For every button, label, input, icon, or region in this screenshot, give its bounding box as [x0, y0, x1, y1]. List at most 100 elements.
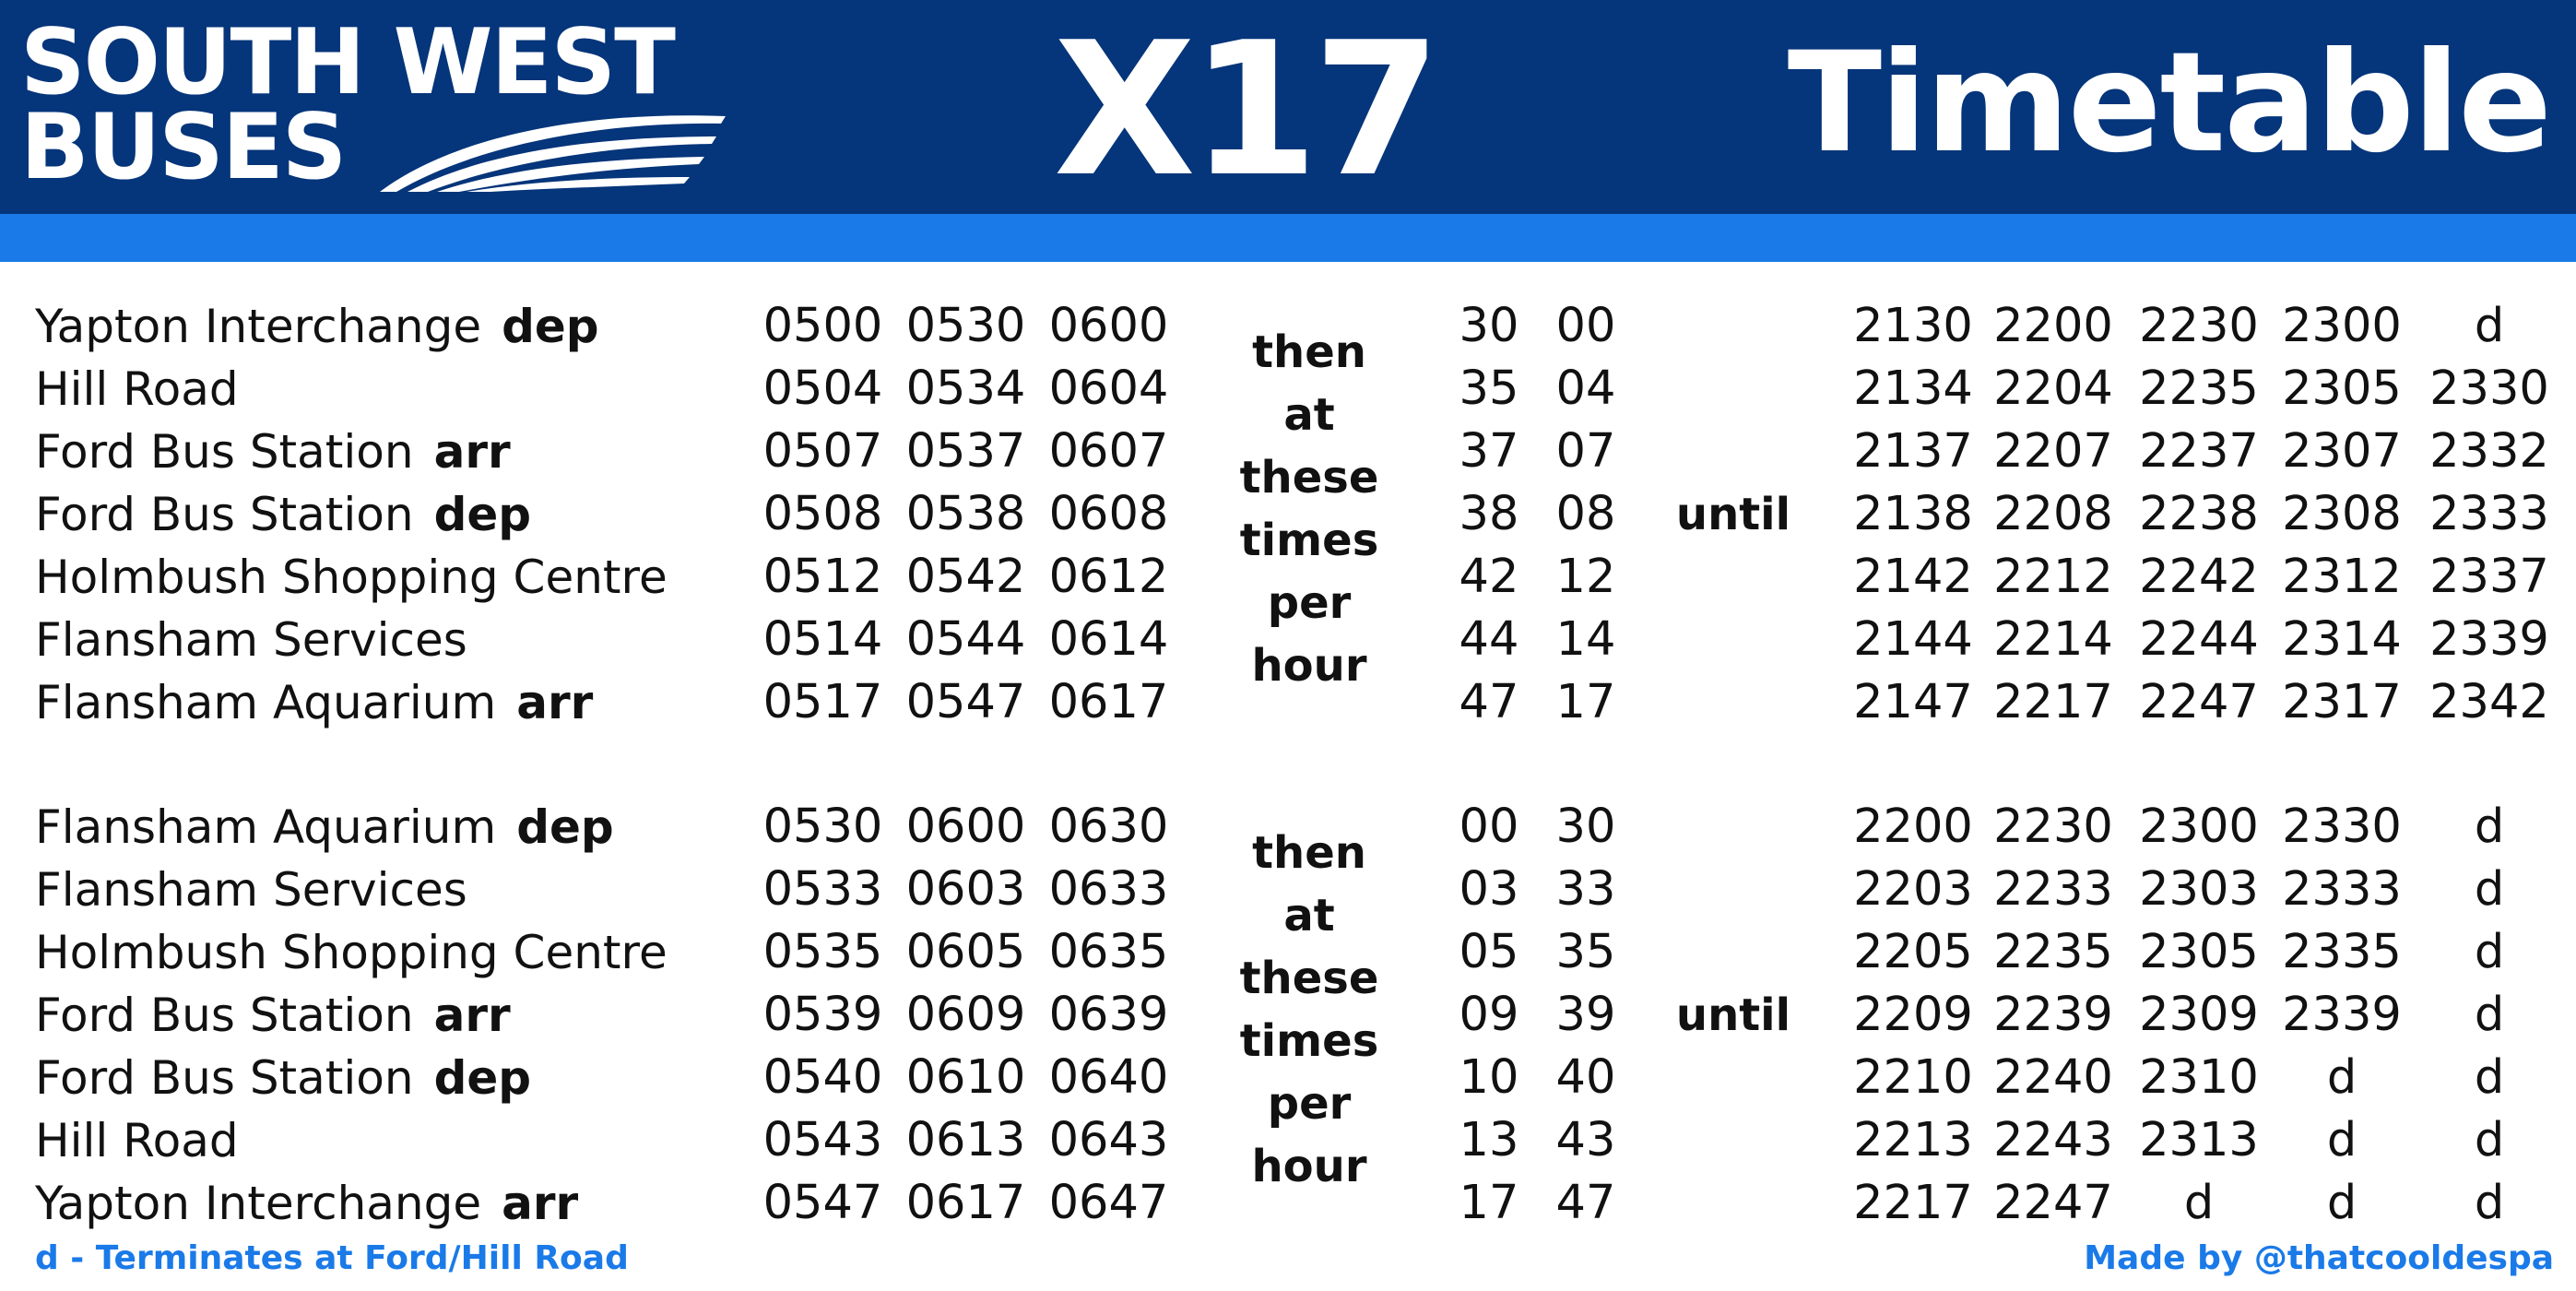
stop-row: Flansham Services	[35, 609, 467, 671]
time-cell: 0508	[762, 487, 883, 541]
time-cell: 0610	[905, 1050, 1026, 1105]
time-cell: 2305	[2282, 361, 2402, 416]
time-cell: 0514	[762, 612, 883, 667]
time-cell: 2204	[1993, 361, 2113, 416]
time-cell: 0547	[905, 675, 1026, 729]
minute-cell: 47	[1555, 1176, 1616, 1230]
time-cell: 2200	[1993, 299, 2113, 353]
frequency-note-line: times	[1239, 1015, 1379, 1067]
time-cell: 0639	[1048, 988, 1169, 1042]
time-cell: 0507	[762, 424, 883, 479]
time-cell: 2312	[2282, 550, 2402, 604]
minute-cell: 42	[1459, 550, 1519, 604]
time-cell: 2307	[2282, 424, 2402, 479]
stop-name: Holmbush Shopping Centre	[35, 551, 668, 604]
frequency-note: then at these times per hour	[1217, 321, 1401, 697]
minute-cell: 33	[1555, 862, 1616, 917]
time-cell: 2209	[1853, 988, 1973, 1042]
time-cell: 2332	[2429, 424, 2549, 479]
time-cell: 2342	[2429, 675, 2549, 729]
stop-name: Yapton Interchange	[35, 1177, 482, 1230]
stop-name: Ford Bus Station	[35, 488, 414, 541]
minute-cell: 07	[1555, 424, 1616, 479]
time-cell: 2203	[1853, 862, 1973, 917]
time-cell: 0607	[1048, 424, 1169, 479]
route-number: X17	[1053, 3, 1442, 218]
stop-row: Ford Bus Station dep	[35, 483, 531, 546]
time-cell: d	[2326, 1113, 2357, 1167]
time-cell: 2138	[1853, 487, 1973, 541]
time-cell: 2300	[2139, 799, 2259, 854]
time-cell: d	[2474, 799, 2505, 854]
operator-name-line1: SOUTH WEST	[20, 10, 676, 115]
time-cell: d	[2474, 1050, 2505, 1105]
time-cell: 2238	[2139, 487, 2259, 541]
stop-row: Hill Road	[35, 1109, 239, 1172]
minute-cell: 35	[1459, 361, 1519, 416]
time-cell: d	[2474, 1176, 2505, 1230]
time-cell: 2309	[2139, 988, 2259, 1042]
time-cell: 0530	[905, 299, 1026, 353]
time-cell: 0647	[1048, 1176, 1169, 1230]
time-cell: 2142	[1853, 550, 1973, 604]
minute-cell: 04	[1555, 361, 1616, 416]
time-cell: 0542	[905, 550, 1026, 604]
frequency-note-line: per	[1267, 1078, 1352, 1130]
time-cell: 0512	[762, 550, 883, 604]
time-cell: 2244	[2139, 612, 2259, 667]
stop-row: Ford Bus Station dep	[35, 1047, 531, 1109]
time-cell: 0504	[762, 361, 883, 416]
time-cell: 2208	[1993, 487, 2113, 541]
time-cell: 0600	[1048, 299, 1169, 353]
minute-cell: 13	[1459, 1113, 1519, 1167]
time-cell: 2212	[1993, 550, 2113, 604]
time-cell: 2130	[1853, 299, 1973, 353]
time-cell: 0633	[1048, 862, 1169, 917]
time-cell: 2134	[1853, 361, 1973, 416]
stop-row: Hill Road	[35, 358, 239, 420]
minute-cell: 30	[1555, 799, 1616, 854]
time-cell: 2240	[1993, 1050, 2113, 1105]
time-cell: 2303	[2139, 862, 2259, 917]
time-cell: d	[2183, 1176, 2215, 1230]
frequency-note-line: these	[1239, 953, 1379, 1004]
time-cell: 2330	[2429, 361, 2549, 416]
header-bar: SOUTH WEST BUSES X17 Timetable	[0, 0, 2576, 214]
frequency-note-line: these	[1239, 452, 1379, 503]
frequency-note-line: then	[1252, 827, 1366, 879]
stop-row: Ford Bus Station arr	[35, 420, 511, 483]
time-cell: d	[2326, 1050, 2357, 1105]
time-cell: 2339	[2282, 988, 2402, 1042]
time-cell: 2317	[2282, 675, 2402, 729]
time-cell: 2310	[2139, 1050, 2259, 1105]
frequency-note-line: hour	[1251, 640, 1367, 692]
stop-row: Holmbush Shopping Centre	[35, 546, 668, 609]
time-cell: 0540	[762, 1050, 883, 1105]
stop-row: Holmbush Shopping Centre	[35, 921, 668, 984]
time-cell: 2217	[1853, 1176, 1973, 1230]
minute-cell: 39	[1555, 988, 1616, 1042]
stop-tag: arr	[502, 1177, 579, 1230]
stop-name: Ford Bus Station	[35, 989, 414, 1042]
until-label: until	[1675, 989, 1791, 1041]
minute-cell: 44	[1459, 612, 1519, 667]
minute-cell: 43	[1555, 1113, 1616, 1167]
frequency-note-line: times	[1239, 515, 1379, 566]
time-cell: 0617	[905, 1176, 1026, 1230]
time-cell: 0530	[762, 799, 883, 854]
time-cell: 0643	[1048, 1113, 1169, 1167]
stop-tag: dep	[502, 300, 599, 353]
accent-stripe	[0, 214, 2576, 262]
time-cell: 2235	[1993, 925, 2113, 979]
frequency-note-line: then	[1252, 326, 1366, 378]
time-cell: 2335	[2282, 925, 2402, 979]
frequency-note-line: at	[1283, 890, 1335, 942]
time-cell: 0534	[905, 361, 1026, 416]
time-cell: 2144	[1853, 612, 1973, 667]
time-cell: 2247	[2139, 675, 2259, 729]
minute-cell: 00	[1555, 299, 1616, 353]
time-cell: 2305	[2139, 925, 2259, 979]
time-cell: d	[2474, 862, 2505, 917]
minute-cell: 14	[1555, 612, 1616, 667]
time-cell: 2243	[1993, 1113, 2113, 1167]
